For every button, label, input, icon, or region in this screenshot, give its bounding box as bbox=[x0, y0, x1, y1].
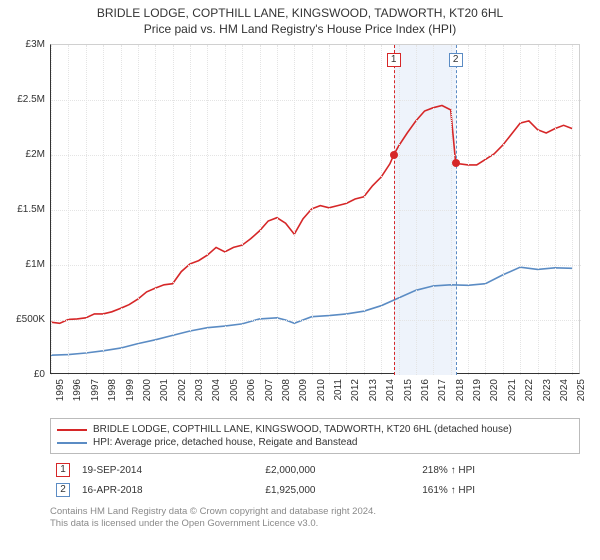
y-axis-label: £3M bbox=[0, 39, 45, 50]
x-axis-label: 2017 bbox=[437, 379, 448, 401]
x-axis-label: 1999 bbox=[125, 379, 136, 401]
transaction-date: 19-SEP-2014 bbox=[76, 460, 259, 480]
x-axis-label: 2023 bbox=[542, 379, 553, 401]
arrow-up-icon bbox=[451, 465, 456, 476]
x-axis-label: 2022 bbox=[524, 379, 535, 401]
x-axis-label: 2015 bbox=[403, 379, 414, 401]
legend-swatch-hpi bbox=[57, 442, 87, 444]
x-axis-label: 1996 bbox=[72, 379, 83, 401]
legend-label-hpi: HPI: Average price, detached house, Reig… bbox=[93, 437, 357, 448]
legend-label-property: BRIDLE LODGE, COPTHILL LANE, KINGSWOOD, … bbox=[93, 424, 512, 435]
footer-line1: Contains HM Land Registry data © Crown c… bbox=[50, 506, 580, 518]
transaction-pct: 161% HPI bbox=[416, 480, 580, 500]
x-axis-label: 2010 bbox=[316, 379, 327, 401]
plot-region: £0£500K£1M£1.5M£2M£2.5M£3M19951996199719… bbox=[50, 44, 580, 374]
x-axis-label: 2005 bbox=[229, 379, 240, 401]
marker-line bbox=[394, 45, 395, 375]
x-axis-label: 2002 bbox=[177, 379, 188, 401]
x-axis-label: 2006 bbox=[246, 379, 257, 401]
transaction-price: £2,000,000 bbox=[259, 460, 416, 480]
y-axis-label: £0 bbox=[0, 369, 45, 380]
arrow-up-icon bbox=[451, 485, 456, 496]
x-axis-label: 2008 bbox=[281, 379, 292, 401]
x-axis-label: 2024 bbox=[559, 379, 570, 401]
transaction-badge: 2 bbox=[56, 483, 70, 497]
y-axis-label: £2.5M bbox=[0, 94, 45, 105]
x-axis-label: 2001 bbox=[159, 379, 170, 401]
x-axis-label: 2025 bbox=[576, 379, 587, 401]
marker-badge: 2 bbox=[449, 53, 463, 67]
x-axis-label: 2021 bbox=[507, 379, 518, 401]
legend-swatch-property bbox=[57, 429, 87, 431]
x-axis-label: 2018 bbox=[455, 379, 466, 401]
x-axis-label: 2011 bbox=[333, 379, 344, 401]
table-row: 2 16-APR-2018 £1,925,000 161% HPI bbox=[50, 480, 580, 500]
legend-row-hpi: HPI: Average price, detached house, Reig… bbox=[57, 436, 573, 449]
y-axis-label: £2M bbox=[0, 149, 45, 160]
transaction-date: 16-APR-2018 bbox=[76, 480, 259, 500]
x-axis-label: 2000 bbox=[142, 379, 153, 401]
x-axis-label: 1995 bbox=[55, 379, 66, 401]
y-axis-label: £1.5M bbox=[0, 204, 45, 215]
x-axis-label: 2009 bbox=[298, 379, 309, 401]
transactions-table: 1 19-SEP-2014 £2,000,000 218% HPI 2 16-A… bbox=[50, 460, 580, 500]
x-axis-label: 2020 bbox=[489, 379, 500, 401]
x-axis-label: 2012 bbox=[350, 379, 361, 401]
legend-row-property: BRIDLE LODGE, COPTHILL LANE, KINGSWOOD, … bbox=[57, 423, 573, 436]
marker-line bbox=[456, 45, 457, 375]
x-axis-label: 2019 bbox=[472, 379, 483, 401]
x-axis-label: 2004 bbox=[211, 379, 222, 401]
legend-box: BRIDLE LODGE, COPTHILL LANE, KINGSWOOD, … bbox=[50, 418, 580, 454]
transaction-price: £1,925,000 bbox=[259, 480, 416, 500]
x-axis-label: 2003 bbox=[194, 379, 205, 401]
chart-title-line2: Price paid vs. HM Land Registry's House … bbox=[0, 22, 600, 36]
x-axis-label: 1998 bbox=[107, 379, 118, 401]
x-axis-label: 2007 bbox=[264, 379, 275, 401]
footer-line2: This data is licensed under the Open Gov… bbox=[50, 518, 580, 530]
transaction-pct: 218% HPI bbox=[416, 460, 580, 480]
x-axis-label: 2013 bbox=[368, 379, 379, 401]
table-row: 1 19-SEP-2014 £2,000,000 218% HPI bbox=[50, 460, 580, 480]
marker-dot bbox=[390, 151, 398, 159]
marker-dot bbox=[452, 159, 460, 167]
x-axis-label: 1997 bbox=[90, 379, 101, 401]
marker-badge: 1 bbox=[387, 53, 401, 67]
chart-title-line1: BRIDLE LODGE, COPTHILL LANE, KINGSWOOD, … bbox=[0, 6, 600, 20]
x-axis-label: 2016 bbox=[420, 379, 431, 401]
x-axis-label: 2014 bbox=[385, 379, 396, 401]
transaction-badge: 1 bbox=[56, 463, 70, 477]
legend-and-footer: BRIDLE LODGE, COPTHILL LANE, KINGSWOOD, … bbox=[50, 418, 580, 531]
footer-attribution: Contains HM Land Registry data © Crown c… bbox=[50, 506, 580, 531]
chart-area: £0£500K£1M£1.5M£2M£2.5M£3M19951996199719… bbox=[50, 44, 580, 374]
y-axis-label: £500K bbox=[0, 314, 45, 325]
chart-title-block: BRIDLE LODGE, COPTHILL LANE, KINGSWOOD, … bbox=[0, 0, 600, 36]
y-axis-label: £1M bbox=[0, 259, 45, 270]
